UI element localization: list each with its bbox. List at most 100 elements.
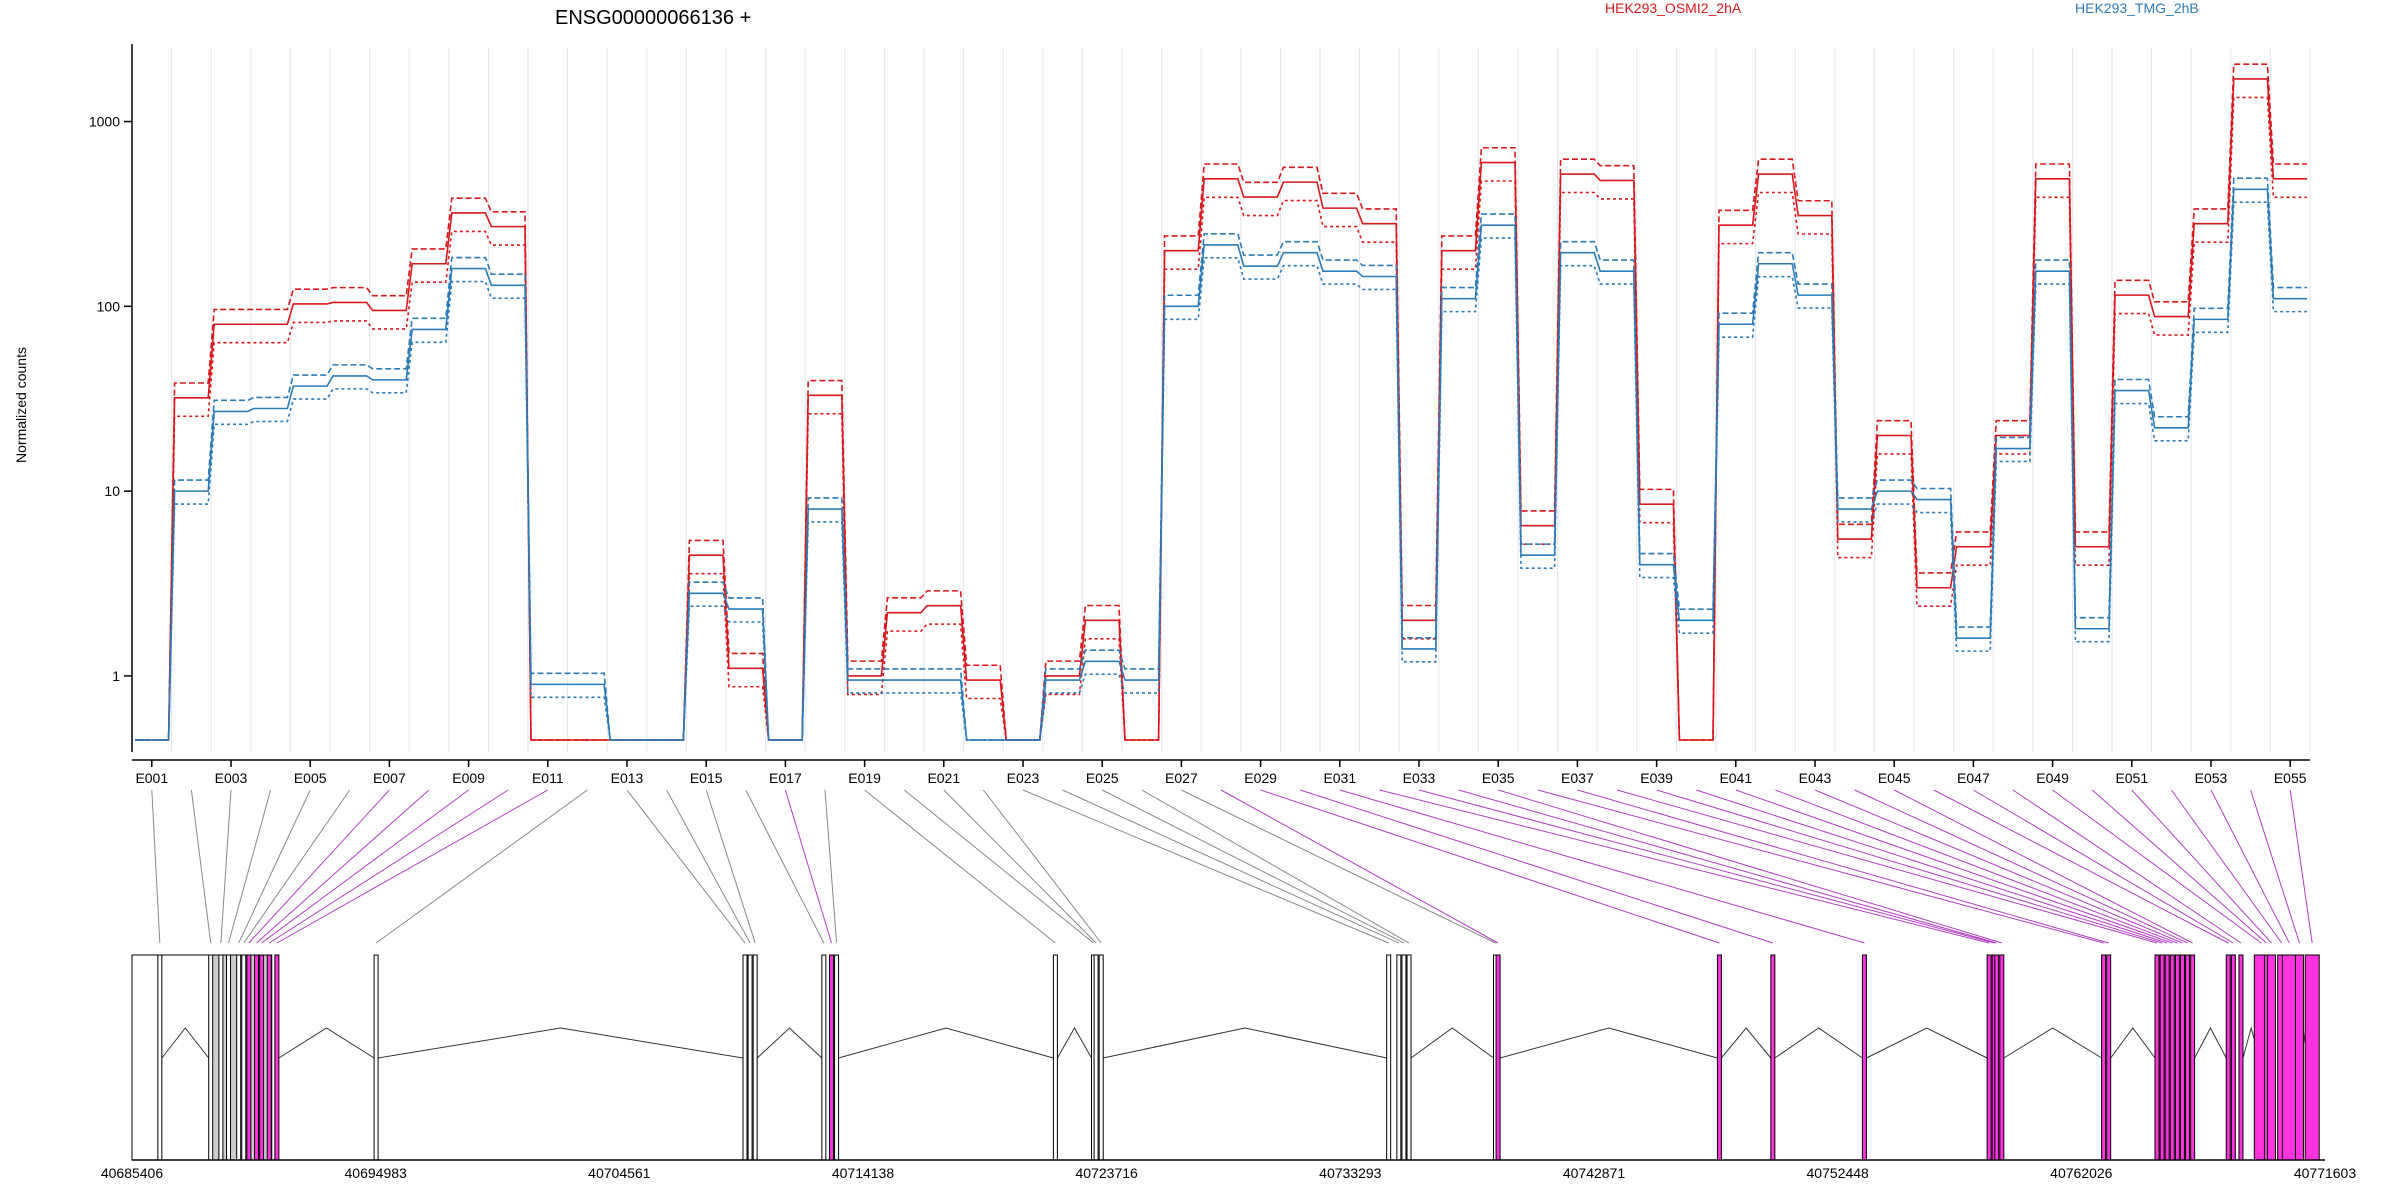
y-axis-label: Normalized counts — [13, 347, 29, 463]
x-tick-label: E045 — [1878, 770, 1911, 786]
exon-block — [2185, 954, 2191, 1161]
exon-block — [752, 954, 758, 1161]
exon-connector — [903, 789, 1094, 944]
genome-tick-label: 40733293 — [1319, 1165, 1382, 1181]
x-tick-label: E037 — [1561, 770, 1594, 786]
x-tick-label: E025 — [1086, 770, 1119, 786]
exon-block — [2281, 954, 2297, 1161]
genome-tick-label: 40694983 — [345, 1165, 408, 1181]
x-tick-label: E003 — [215, 770, 248, 786]
exon-block — [241, 954, 247, 1161]
exon-connector — [666, 789, 751, 944]
x-tick-label: E019 — [848, 770, 881, 786]
exon-connector — [190, 789, 212, 944]
exon-connector — [1141, 789, 1410, 944]
exon-connector — [784, 789, 832, 944]
exon-block — [1406, 954, 1412, 1161]
exon-connector — [1101, 789, 1405, 944]
exon-connector — [983, 789, 1102, 944]
intron — [1103, 1027, 1387, 1059]
exon-block — [2101, 954, 2107, 1161]
exon-connector — [2289, 789, 2313, 944]
exon-connector — [2170, 789, 2283, 944]
exon-connector — [261, 789, 469, 944]
legend-tmg: HEK293_TMG_2hB — [2075, 0, 2199, 16]
exon-connector — [626, 789, 746, 944]
genome-tick-label: 40771603 — [2294, 1165, 2357, 1181]
y-tick-label: 1 — [112, 668, 120, 684]
x-tick-label: E031 — [1323, 770, 1356, 786]
utr-box — [131, 954, 211, 1161]
exon-block — [2190, 954, 2196, 1161]
exon-connector — [1300, 789, 1773, 944]
x-tick-label: E021 — [927, 770, 960, 786]
x-tick-label: E029 — [1244, 770, 1277, 786]
x-axis: E001 E003 E005 E007 E009 E011 E013 E015 E017 E019… — [132, 759, 2310, 786]
x-tick-label: E009 — [452, 770, 485, 786]
exon-connector — [2052, 789, 2262, 944]
exon-connector — [2250, 789, 2300, 944]
genome-tick-label: 40723716 — [1076, 1165, 1139, 1181]
exon-block — [2169, 954, 2175, 1161]
exon-block — [1401, 954, 1407, 1161]
exon-block — [1386, 954, 1392, 1161]
exon-block — [2294, 954, 2304, 1161]
genome-tick-label: 40742871 — [1563, 1165, 1626, 1181]
exon-connector — [1577, 789, 2109, 944]
exon-block — [1093, 954, 1099, 1161]
x-tick-label: E033 — [1403, 770, 1436, 786]
exon-connector — [1735, 789, 2173, 944]
series-line — [135, 201, 2307, 741]
intron — [1410, 1027, 1494, 1059]
genome-tick-label: 40714138 — [832, 1165, 895, 1181]
x-tick-label: E039 — [1640, 770, 1673, 786]
intron — [838, 1027, 1054, 1059]
chart-title: ENSG00000066136 + — [555, 7, 751, 29]
exon-block — [373, 954, 379, 1161]
legend-osmi2: HEK293_OSMI2_2hA — [1605, 0, 1742, 16]
intron — [2194, 1026, 2227, 1059]
exon-block — [1861, 954, 1867, 1161]
x-tick-label: E015 — [690, 770, 723, 786]
exon-block — [226, 954, 232, 1161]
series-line — [135, 177, 2307, 741]
genome-tick-label: 40752448 — [1807, 1165, 1870, 1181]
exon-block — [1495, 954, 1501, 1161]
exon-connector — [1062, 789, 1400, 944]
series-line — [135, 188, 2307, 741]
genome-tick-label: 40704561 — [588, 1165, 651, 1181]
y-tick-label: 10 — [104, 483, 120, 499]
x-tick-label: E017 — [769, 770, 802, 786]
exon-block — [266, 954, 272, 1161]
exon-connector — [1696, 789, 2168, 944]
genome-tick-label: 40762026 — [2050, 1165, 2113, 1181]
exon-connector — [943, 789, 1097, 944]
intron — [1721, 1027, 1772, 1059]
x-tick-label: E011 — [532, 770, 564, 786]
exon-block — [2159, 954, 2165, 1161]
series-line — [135, 96, 2307, 741]
exon-gridlines — [131, 48, 2311, 752]
exon-block — [157, 954, 163, 1161]
exon-connector — [824, 789, 838, 944]
exon-connector — [238, 789, 311, 944]
x-tick-label: E023 — [1007, 770, 1040, 786]
x-tick-label: E053 — [2195, 770, 2228, 786]
genome-tick-label: 40685406 — [101, 1165, 164, 1181]
exon-connector — [276, 789, 549, 944]
series-line — [135, 63, 2307, 741]
x-tick-label: E013 — [611, 770, 644, 786]
x-tick-label: E043 — [1799, 770, 1832, 786]
x-tick-label: E035 — [1482, 770, 1515, 786]
exon-block — [1396, 954, 1402, 1161]
exon-block — [2225, 954, 2231, 1161]
exon-connector — [1854, 789, 2188, 944]
series-lines — [135, 63, 2307, 741]
exon-connector — [1616, 789, 2158, 944]
exon-block — [821, 954, 827, 1161]
exon-connector — [256, 789, 430, 944]
intron — [1056, 1026, 1092, 1059]
exon-block — [2238, 954, 2244, 1161]
exon-connector — [1814, 789, 2183, 944]
